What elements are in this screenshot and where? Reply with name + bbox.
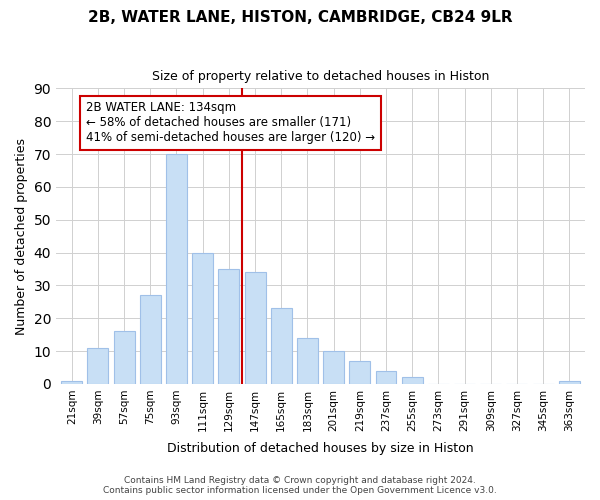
- Bar: [61, 380, 82, 384]
- Text: 2B WATER LANE: 134sqm
← 58% of detached houses are smaller (171)
41% of semi-det: 2B WATER LANE: 134sqm ← 58% of detached …: [86, 102, 375, 144]
- Bar: [297, 338, 318, 384]
- X-axis label: Distribution of detached houses by size in Histon: Distribution of detached houses by size …: [167, 442, 474, 455]
- Bar: [166, 154, 187, 384]
- Bar: [349, 361, 370, 384]
- Bar: [192, 252, 213, 384]
- Bar: [323, 351, 344, 384]
- Bar: [401, 378, 422, 384]
- Bar: [88, 348, 109, 384]
- Bar: [559, 380, 580, 384]
- Bar: [245, 272, 266, 384]
- Bar: [271, 308, 292, 384]
- Bar: [140, 295, 161, 384]
- Text: 2B, WATER LANE, HISTON, CAMBRIDGE, CB24 9LR: 2B, WATER LANE, HISTON, CAMBRIDGE, CB24 …: [88, 10, 512, 25]
- Bar: [376, 371, 397, 384]
- Title: Size of property relative to detached houses in Histon: Size of property relative to detached ho…: [152, 70, 489, 83]
- Bar: [218, 269, 239, 384]
- Bar: [113, 332, 134, 384]
- Y-axis label: Number of detached properties: Number of detached properties: [15, 138, 28, 334]
- Text: Contains HM Land Registry data © Crown copyright and database right 2024.
Contai: Contains HM Land Registry data © Crown c…: [103, 476, 497, 495]
